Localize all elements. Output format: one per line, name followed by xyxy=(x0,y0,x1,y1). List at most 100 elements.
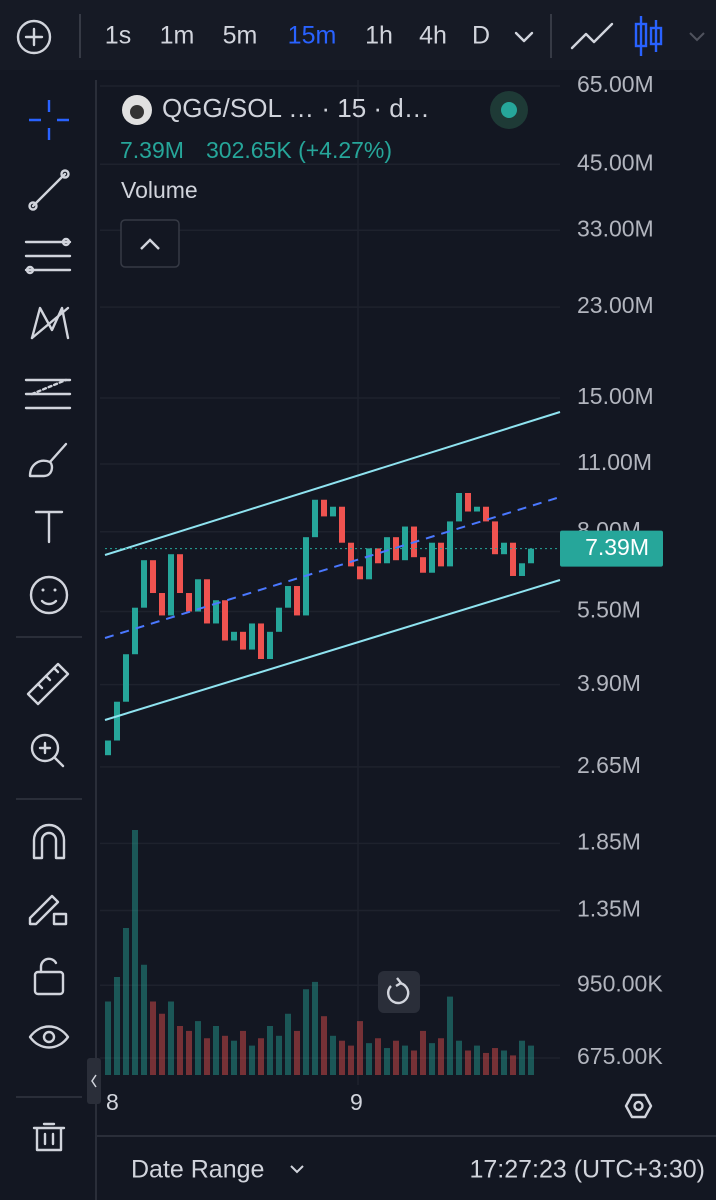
line-chart-button[interactable] xyxy=(570,22,614,50)
price-tick-label: 5.50M xyxy=(577,597,641,623)
volume-bar xyxy=(141,964,147,1075)
lock-tool[interactable] xyxy=(33,957,65,996)
candle xyxy=(258,623,264,660)
candle xyxy=(276,607,282,632)
interval[interactable]: 1h xyxy=(365,22,393,50)
interval[interactable]: 4h xyxy=(419,22,447,50)
price-axis: 65.00M45.00M33.00M23.00M15.00M11.00M8.00… xyxy=(560,71,663,1069)
brush-tool[interactable] xyxy=(28,442,68,478)
reset-button[interactable] xyxy=(378,971,420,1013)
candle xyxy=(339,506,345,543)
candle xyxy=(438,542,444,567)
crosshair-tool[interactable] xyxy=(29,100,69,140)
volume-bar xyxy=(375,1038,381,1075)
fib-tool[interactable] xyxy=(24,237,72,275)
interval[interactable]: 15m xyxy=(288,22,337,50)
volume-bar xyxy=(159,1013,165,1075)
price-tick-label: 1.35M xyxy=(577,896,641,922)
volume-bar xyxy=(483,1052,489,1075)
clock[interactable]: 17:27:23 (UTC+3:30) xyxy=(469,1156,705,1184)
candle xyxy=(213,600,219,624)
interval-list: 1s 1m 5m 15m 1h 4h D xyxy=(105,22,490,50)
candle xyxy=(402,526,408,561)
trendline-tool[interactable] xyxy=(28,169,70,211)
candle xyxy=(330,506,336,517)
last-price-badge xyxy=(560,530,663,567)
interval[interactable]: 1m xyxy=(160,22,195,50)
collapse-toolbar[interactable] xyxy=(87,1058,101,1104)
interval-dropdown[interactable] xyxy=(514,31,534,43)
volume-bar xyxy=(438,1038,444,1075)
price-tick-label: 675.00K xyxy=(577,1043,663,1069)
chart-type-dropdown[interactable] xyxy=(689,32,705,42)
delete-tool[interactable] xyxy=(32,1122,66,1152)
candle xyxy=(159,593,165,616)
volume-bar xyxy=(501,1050,507,1075)
candle xyxy=(267,631,273,660)
time-label: 9 xyxy=(350,1089,363,1115)
candle xyxy=(132,607,138,655)
add-button[interactable] xyxy=(16,19,52,55)
volume-bar xyxy=(294,1030,300,1075)
candle xyxy=(492,521,498,555)
change-value: 302.65K (+4.27%) xyxy=(206,137,392,163)
volume-bar xyxy=(267,1026,273,1075)
interval[interactable]: D xyxy=(472,22,490,50)
text-tool[interactable] xyxy=(34,510,64,544)
volume-bar xyxy=(447,996,453,1075)
candle xyxy=(114,701,120,741)
date-range-arrow xyxy=(290,1165,304,1174)
volume-bar xyxy=(366,1043,372,1075)
projection-tool[interactable] xyxy=(24,378,72,410)
lock-drawing-tool[interactable] xyxy=(28,894,68,926)
zoom-tool[interactable] xyxy=(30,733,65,768)
volume-bar xyxy=(204,1038,210,1075)
candle xyxy=(375,548,381,564)
volume-bar xyxy=(285,1013,291,1075)
volume-bar xyxy=(231,1040,237,1075)
volume-bar xyxy=(258,1038,264,1075)
reset-icon xyxy=(386,981,410,1005)
candle xyxy=(231,631,237,641)
volume-bar xyxy=(213,1026,219,1075)
top-bar xyxy=(0,0,716,70)
volume-bar xyxy=(195,1021,201,1075)
volume-bar xyxy=(519,1040,525,1075)
candle xyxy=(465,492,471,512)
volume-bar xyxy=(105,1001,111,1075)
emoji-tool[interactable] xyxy=(29,575,69,615)
candle xyxy=(195,579,201,612)
price-tick-label: 23.00M xyxy=(577,292,654,318)
candle xyxy=(186,593,192,612)
collapse-legend[interactable] xyxy=(120,219,180,268)
volume-bar xyxy=(429,1043,435,1075)
volume-bar xyxy=(420,1030,426,1075)
price-tick-label: 950.00K xyxy=(577,970,663,996)
pattern-tool[interactable] xyxy=(30,306,70,340)
symbol[interactable]: QGG/SOL … · 15 · d… xyxy=(162,93,430,123)
volume-bar xyxy=(123,928,129,1075)
volume-bar xyxy=(528,1045,534,1075)
interval[interactable]: 1s xyxy=(105,22,131,50)
ruler-tool[interactable] xyxy=(26,662,70,706)
volume-bar xyxy=(150,1001,156,1075)
candle xyxy=(429,542,435,573)
date-range[interactable]: Date Range xyxy=(131,1156,264,1184)
candle xyxy=(357,566,363,580)
candle xyxy=(501,542,507,555)
interval[interactable]: 5m xyxy=(223,22,258,50)
volume-bar xyxy=(114,977,120,1075)
volume-bar xyxy=(339,1040,345,1075)
channel xyxy=(104,411,561,721)
candle xyxy=(510,542,516,576)
candle xyxy=(312,499,318,538)
price-tick-label: 15.00M xyxy=(577,383,654,409)
magnet-tool[interactable] xyxy=(32,823,66,860)
visibility-tool[interactable] xyxy=(28,1025,70,1049)
candle-chart-button[interactable] xyxy=(634,16,663,56)
volume-bar xyxy=(402,1045,408,1075)
volume-bar xyxy=(510,1055,516,1075)
settings-button[interactable] xyxy=(624,1093,653,1119)
volume-bar xyxy=(132,830,138,1075)
